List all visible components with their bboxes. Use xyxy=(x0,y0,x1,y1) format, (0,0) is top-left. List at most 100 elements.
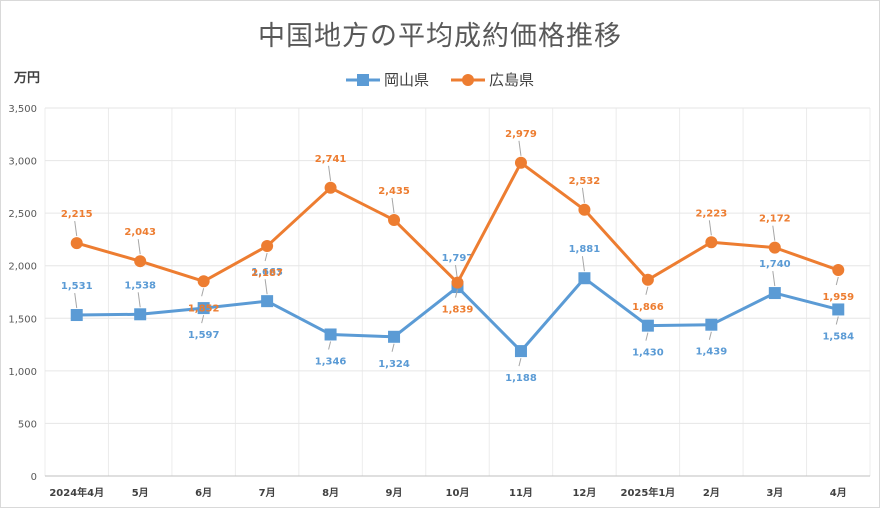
data-point-marker xyxy=(514,156,527,169)
x-tick-label: 4月 xyxy=(830,487,847,499)
data-label: 2,172 xyxy=(759,214,791,225)
data-label: 1,852 xyxy=(188,303,220,314)
data-point-marker xyxy=(261,240,274,253)
y-tick-label: 3,000 xyxy=(8,157,37,168)
data-label: 2,187 xyxy=(251,268,283,279)
x-tick-label: 12月 xyxy=(572,487,596,499)
legend-marker-hiroshima xyxy=(451,73,485,86)
data-label: 1,531 xyxy=(61,281,93,292)
data-label: 1,538 xyxy=(124,280,156,291)
data-label: 1,839 xyxy=(442,305,474,316)
data-label: 1,881 xyxy=(569,244,601,255)
data-label-leader xyxy=(391,197,395,214)
data-label: 1,324 xyxy=(378,359,410,370)
data-label: 2,532 xyxy=(569,176,601,187)
data-label-leader xyxy=(708,220,712,236)
x-tick-label: 11月 xyxy=(509,487,533,499)
x-tick-label: 6月 xyxy=(195,487,212,499)
data-label: 1,430 xyxy=(632,348,664,359)
legend: 岡山県 広島県 xyxy=(0,69,880,90)
y-tick-label: 2,000 xyxy=(8,262,37,273)
data-label-leader xyxy=(74,292,78,309)
data-label: 2,979 xyxy=(505,129,537,140)
data-label-leader xyxy=(328,165,332,181)
data-point-marker xyxy=(832,264,845,277)
data-point-marker xyxy=(641,273,654,286)
data-label-leader xyxy=(581,256,585,272)
x-tick-label: 2024年4月 xyxy=(49,486,104,499)
data-label-leader xyxy=(645,286,649,295)
data-point-marker xyxy=(705,318,718,331)
data-label-leader xyxy=(708,331,712,340)
legend-label-hiroshima: 広島県 xyxy=(489,71,535,89)
x-tick-label: 5月 xyxy=(132,487,149,499)
data-label-leader xyxy=(645,332,649,341)
data-point-marker xyxy=(261,295,274,308)
y-tick-label: 1,000 xyxy=(8,367,37,378)
data-point-marker xyxy=(705,236,718,249)
data-label: 1,597 xyxy=(188,330,220,341)
legend-item-okayama: 岡山県 xyxy=(345,69,429,90)
data-point-marker xyxy=(514,345,527,358)
data-label-leader xyxy=(391,343,395,352)
data-label: 2,215 xyxy=(61,209,93,220)
data-label: 1,663 xyxy=(251,267,283,278)
data-label: 2,435 xyxy=(378,186,410,197)
data-label: 1,188 xyxy=(505,373,537,384)
legend-marker-okayama xyxy=(345,73,380,86)
data-point-marker xyxy=(832,303,845,316)
data-point-marker xyxy=(70,237,83,250)
data-point-marker xyxy=(197,275,210,288)
data-label: 1,584 xyxy=(822,331,854,342)
data-point-marker xyxy=(70,309,83,322)
y-tick-label: 1,500 xyxy=(8,314,37,325)
series-line-1 xyxy=(76,161,839,285)
data-label: 1,866 xyxy=(632,302,664,313)
data-point-marker xyxy=(641,319,654,332)
data-point-marker xyxy=(324,181,337,194)
y-tick-label: 0 xyxy=(31,472,37,483)
legend-label-okayama: 岡山県 xyxy=(383,71,429,89)
data-label: 1,959 xyxy=(822,292,854,303)
data-label-leader xyxy=(772,270,776,287)
y-tick-label: 2,500 xyxy=(8,209,37,220)
data-label-leader xyxy=(835,276,839,286)
data-label: 1,797 xyxy=(442,253,474,264)
data-point-marker xyxy=(768,287,781,300)
data-label-leader xyxy=(455,289,458,298)
data-label: 2,741 xyxy=(315,154,347,165)
data-point-marker xyxy=(388,330,401,343)
data-point-marker xyxy=(197,302,210,315)
data-label-leader xyxy=(137,239,141,255)
data-label-leader xyxy=(264,279,268,295)
y-axis-unit: 万円 xyxy=(14,71,41,86)
data-label: 2,043 xyxy=(124,227,156,238)
chart-title: 中国地方の平均成約価格推移 xyxy=(258,21,622,52)
data-label-leader xyxy=(835,316,839,325)
data-label-leader xyxy=(264,252,268,262)
data-label: 1,439 xyxy=(696,347,728,358)
data-label-leader xyxy=(518,140,522,156)
data-label-leader xyxy=(518,357,522,367)
data-label-leader xyxy=(201,314,205,324)
data-point-marker xyxy=(451,276,464,289)
y-tick-label: 3,500 xyxy=(8,104,37,115)
x-tick-label: 10月 xyxy=(446,487,470,499)
y-tick-label: 500 xyxy=(18,419,37,430)
x-tick-label: 9月 xyxy=(386,487,403,499)
data-point-marker xyxy=(578,272,591,285)
legend-item-hiroshima: 広島県 xyxy=(451,69,534,90)
x-tick-label: 8月 xyxy=(322,487,339,499)
data-point-marker xyxy=(768,241,781,254)
data-point-marker xyxy=(134,255,147,268)
data-label: 1,346 xyxy=(315,356,347,367)
data-point-marker xyxy=(578,203,591,216)
data-label-leader xyxy=(328,341,332,350)
data-point-marker xyxy=(134,308,147,321)
data-point-marker xyxy=(324,328,337,341)
data-label-leader xyxy=(772,225,776,241)
data-label-leader xyxy=(581,187,585,203)
data-label: 1,740 xyxy=(759,259,791,270)
x-tick-label: 7月 xyxy=(259,487,276,499)
